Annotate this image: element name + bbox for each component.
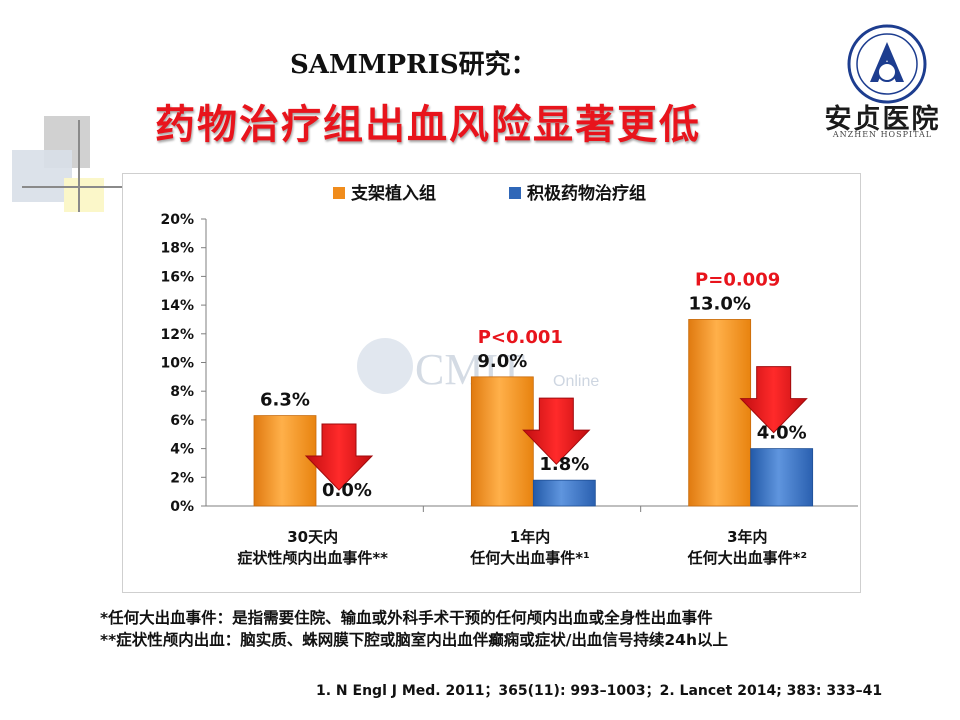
data-label: 0.0% — [322, 480, 372, 501]
x-tick-label: 3年内 — [727, 528, 767, 546]
y-tick-label: 0% — [170, 499, 194, 515]
bar-chart: CMIT Online 0% 2% 4% 6% 8% 10% 12% 14% 16% 18% 20%… — [160, 183, 858, 567]
y-tick-label: 6% — [170, 413, 194, 429]
decrease-arrow-icon — [522, 397, 591, 465]
slide-title-zh: 药物治疗组出血风险显著更低 — [155, 102, 701, 148]
p-value-label: P<0.001 — [478, 327, 563, 348]
bar-stent — [688, 319, 752, 507]
data-label: 1.8% — [539, 454, 589, 475]
x-tick-label: 30天内 — [287, 528, 338, 546]
decrease-arrow-icon — [304, 423, 374, 491]
watermark-sub: Online — [553, 373, 599, 390]
x-tick-label-sub: 任何大出血事件*¹ — [469, 549, 589, 567]
bar-medical — [750, 448, 814, 507]
data-label: 13.0% — [688, 293, 750, 314]
y-tick-label: 10% — [160, 356, 194, 372]
x-tick-label-sub: 任何大出血事件*² — [687, 549, 807, 567]
watermark: CMIT Online — [357, 338, 599, 394]
x-tick-label-sub: 症状性颅内出血事件** — [237, 549, 388, 567]
footnote-2: **症状性颅内出血：脑实质、蛛网膜下腔或脑室内出血伴癫痫或症状/出血信号持续24… — [100, 631, 728, 649]
y-tick-label: 18% — [160, 241, 194, 257]
decrease-arrow-icon — [739, 366, 808, 434]
legend-label: 支架植入组 — [351, 183, 436, 204]
y-tick-label: 20% — [160, 212, 194, 228]
bar-stent — [470, 376, 534, 507]
data-label: 4.0% — [757, 423, 807, 444]
y-tick-label: 8% — [170, 384, 194, 400]
y-tick-label: 4% — [170, 442, 194, 458]
y-tick-label: 16% — [160, 269, 194, 285]
hospital-name-en: ANZHEN HOSPITAL — [832, 130, 933, 139]
y-tick-label: 14% — [160, 298, 194, 314]
y-tick-label: 2% — [170, 470, 194, 486]
hospital-name-zh: 安贞医院 — [824, 104, 941, 135]
bar-stent — [253, 415, 317, 507]
legend-swatch — [333, 187, 345, 199]
reference: 1. N Engl J Med. 2011；365(11): 993–1003；… — [316, 683, 883, 699]
decor-line-vertical — [78, 120, 80, 212]
y-tick-label: 12% — [160, 327, 194, 343]
hospital-logo-icon — [847, 24, 927, 104]
chart-panel: CMIT Online 0% 2% 4% 6% 8% 10% 12% 14% 16% 18% 20%… — [122, 173, 861, 593]
legend-swatch — [509, 187, 521, 199]
data-label: 9.0% — [477, 351, 527, 372]
decor-square-blue — [12, 150, 72, 202]
slide-title-en: SAMMPRIS研究： — [290, 50, 537, 80]
p-value-label: P=0.009 — [695, 269, 780, 290]
data-label: 6.3% — [260, 390, 310, 411]
footnote-1: *任何大出血事件：是指需要住院、输血或外科手术干预的任何颅内出血或全身性出血事件 — [100, 609, 713, 627]
legend-label: 积极药物治疗组 — [527, 183, 646, 204]
x-tick-label: 1年内 — [510, 528, 550, 546]
decor-square-yellow — [64, 178, 104, 212]
bar-medical — [532, 479, 596, 507]
bar-medical — [316, 506, 378, 507]
watermark-globe-icon — [357, 338, 413, 394]
